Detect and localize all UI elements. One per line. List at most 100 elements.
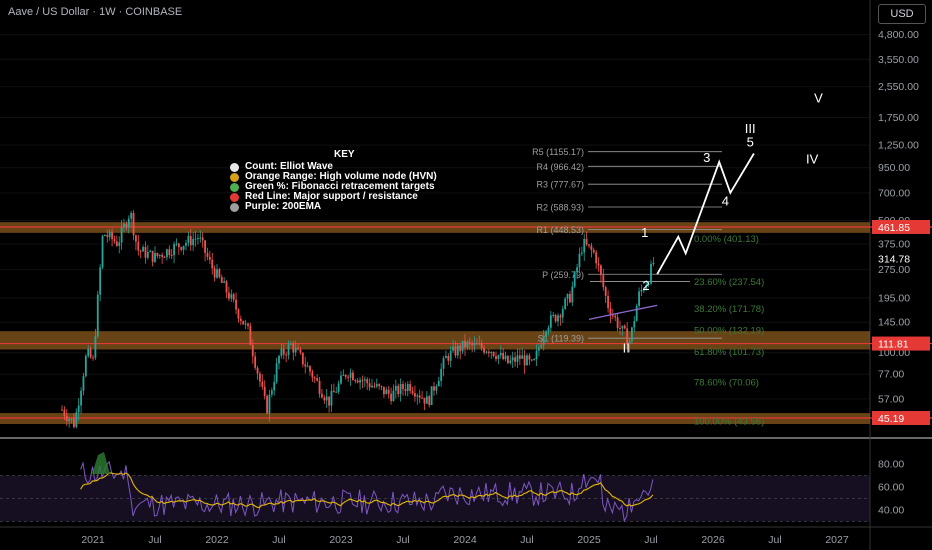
candle-body xyxy=(321,393,323,398)
candle-body xyxy=(557,315,559,322)
currency-button[interactable]: USD xyxy=(878,4,926,24)
candle-body xyxy=(166,249,168,258)
candle-body xyxy=(585,238,588,245)
candle-body xyxy=(323,397,326,401)
candle-body xyxy=(559,315,562,318)
price-badge-label: 461.85 xyxy=(878,222,910,234)
candle-body xyxy=(421,397,423,399)
candle-body xyxy=(201,237,204,241)
candle-body xyxy=(507,355,509,364)
candle-body xyxy=(111,231,113,240)
wave-label: IV xyxy=(806,152,819,167)
price-badge xyxy=(872,411,930,425)
candle-body xyxy=(144,247,147,258)
candle-body xyxy=(135,235,137,242)
candle-body xyxy=(115,241,118,246)
candle-body xyxy=(449,350,452,361)
rsi-line xyxy=(80,460,654,523)
candle-body xyxy=(239,318,242,321)
candle-body xyxy=(447,355,450,361)
candle-body xyxy=(161,254,164,258)
candle-body xyxy=(75,412,78,428)
candle-body xyxy=(120,227,123,243)
candle-body xyxy=(204,240,206,253)
time-tick: Jul xyxy=(272,534,285,546)
candle-body xyxy=(445,355,447,359)
candle-body xyxy=(642,289,645,291)
time-tick: 2025 xyxy=(577,534,601,546)
candle-body xyxy=(249,326,252,345)
candle-body xyxy=(614,315,617,318)
candle-body xyxy=(206,252,209,257)
rsi-overbought-fill xyxy=(92,452,110,474)
candle-body xyxy=(354,380,357,382)
candle-body xyxy=(361,379,364,381)
price-tick: 1,750.00 xyxy=(878,112,919,124)
candle-body xyxy=(325,396,328,401)
candle-body xyxy=(511,357,514,361)
candle-body xyxy=(509,360,512,364)
candle-body xyxy=(647,283,650,285)
pivot-label: R5 (1155.17) xyxy=(532,147,584,157)
rsi-tick: 60.00 xyxy=(878,482,904,494)
candle-body xyxy=(154,252,156,262)
candle-body xyxy=(652,262,655,264)
candle-body xyxy=(259,373,261,382)
candle-body xyxy=(430,386,433,405)
candle-body xyxy=(478,343,481,345)
candle-body xyxy=(514,357,516,362)
candle-body xyxy=(301,352,304,365)
candle-body xyxy=(423,397,426,404)
candle-body xyxy=(452,346,454,351)
candle-body xyxy=(313,377,316,379)
candle-body xyxy=(390,393,392,402)
candle-body xyxy=(502,352,505,360)
candle-body xyxy=(216,269,218,278)
time-tick: 2024 xyxy=(453,534,477,546)
candle-body xyxy=(130,213,133,219)
candle-body xyxy=(347,376,350,378)
candle-body xyxy=(533,359,536,361)
candle-body xyxy=(84,355,87,377)
candle-body xyxy=(158,254,161,256)
wave-label: 1 xyxy=(641,225,648,240)
pivot-label: S1 (119.39) xyxy=(538,334,584,344)
candle-body xyxy=(600,265,602,276)
candle-body xyxy=(492,351,495,357)
candle-body xyxy=(480,343,483,348)
current-price-label: 314.78 xyxy=(878,254,910,266)
candle-body xyxy=(294,347,297,353)
candle-body xyxy=(287,344,290,356)
price-tick: 3,550.00 xyxy=(878,54,919,66)
candle-body xyxy=(225,281,228,293)
candle-body xyxy=(385,389,388,395)
price-tick: 195.00 xyxy=(878,292,910,304)
candle-body xyxy=(540,344,543,348)
candle-body xyxy=(177,243,180,248)
candle-body xyxy=(137,241,140,251)
candle-body xyxy=(394,385,397,391)
candle-body xyxy=(399,383,402,395)
legend-item: Orange Range: High volume node (HVN) xyxy=(230,172,437,182)
candle-body xyxy=(309,366,311,372)
candle-body xyxy=(106,234,109,238)
candle-body xyxy=(626,328,629,345)
candle-body xyxy=(228,292,230,299)
candle-body xyxy=(285,354,288,356)
candle-body xyxy=(604,287,607,296)
time-tick: 2026 xyxy=(701,534,725,546)
candle-body xyxy=(139,250,142,252)
candle-body xyxy=(335,391,338,393)
candle-body xyxy=(435,386,438,391)
candle-body xyxy=(635,305,638,322)
candle-body xyxy=(194,238,197,240)
candle-body xyxy=(263,386,266,396)
candle-body xyxy=(223,281,226,283)
candle-body xyxy=(142,247,144,252)
candle-body xyxy=(89,348,92,358)
candle-body xyxy=(497,355,500,360)
legend-dot-icon xyxy=(230,182,239,192)
candle-body xyxy=(616,317,619,328)
candle-body xyxy=(290,343,292,345)
